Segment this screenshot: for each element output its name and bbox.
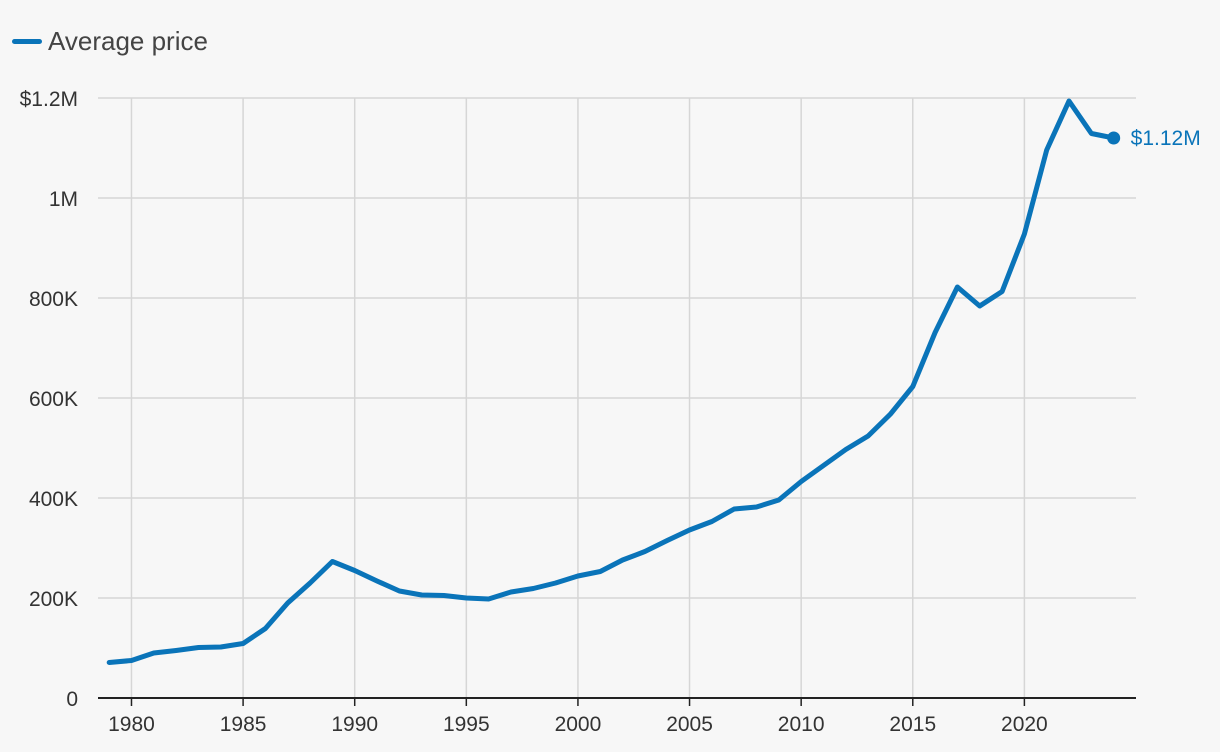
x-tick-label: 1980 — [108, 713, 155, 736]
x-tick-label: 2000 — [555, 713, 602, 736]
end-point-marker — [1107, 131, 1121, 145]
y-tick-label: 600K — [29, 388, 78, 411]
y-tick-label: 1M — [49, 188, 78, 211]
x-tick-label: 2015 — [889, 713, 936, 736]
legend-label: Average price — [48, 26, 208, 56]
legend-swatch — [12, 39, 42, 44]
y-tick-label: 800K — [29, 288, 78, 311]
x-tick-label: 2005 — [666, 713, 713, 736]
y-tick-label: 200K — [29, 588, 78, 611]
end-value-label: $1.12M — [1131, 127, 1201, 150]
y-tick-label: 0 — [66, 688, 78, 711]
chart-legend: Average price — [12, 26, 208, 57]
x-tick-label: 1985 — [220, 713, 267, 736]
x-tick-label: 2020 — [1001, 713, 1048, 736]
y-tick-label: $1.2M — [20, 88, 78, 111]
x-tick-label: 2010 — [778, 713, 825, 736]
x-tick-label: 1990 — [331, 713, 378, 736]
series-line-average-price — [106, 98, 1117, 665]
x-tick-label: 1995 — [443, 713, 490, 736]
y-tick-label: 400K — [29, 488, 78, 511]
